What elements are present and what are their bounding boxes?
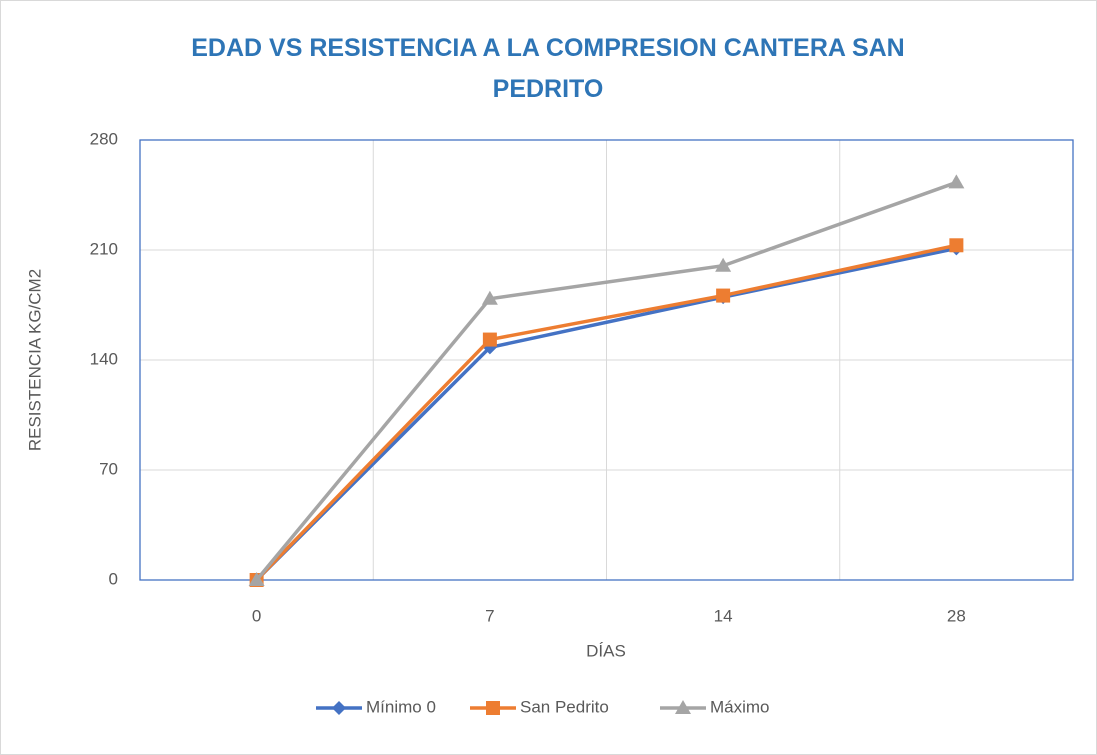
marker xyxy=(948,174,965,189)
x-tick-label: 7 xyxy=(485,606,494,625)
plot-border xyxy=(139,139,1074,581)
marker xyxy=(949,238,964,253)
chart-title: EDAD VS RESISTENCIA A LA COMPRESION CANT… xyxy=(191,34,905,103)
y-axis-label: RESISTENCIA KG/CM2 xyxy=(25,269,44,451)
series-line xyxy=(255,180,957,582)
marker xyxy=(248,572,265,586)
marker xyxy=(482,332,497,347)
y-tick-label: 210 xyxy=(90,239,118,258)
x-tick-label: 0 xyxy=(252,606,261,625)
y-tick-label: 280 xyxy=(90,129,118,148)
x-tick-label: 28 xyxy=(947,606,966,625)
legend-marker xyxy=(486,701,500,715)
x-tick-label: 14 xyxy=(714,606,733,625)
y-tick-label: 0 xyxy=(109,569,118,588)
series-line xyxy=(255,243,957,582)
legend-label: Máximo xyxy=(710,697,770,716)
legend-label: San Pedrito xyxy=(520,697,609,716)
legend-label: Mínimo 0 xyxy=(366,697,436,716)
y-tick-label: 140 xyxy=(90,349,118,368)
series-line xyxy=(255,246,957,582)
marker xyxy=(481,290,498,305)
legend-marker xyxy=(675,700,691,714)
x-axis-label: DÍAS xyxy=(586,641,626,660)
y-tick-label: 70 xyxy=(99,459,118,478)
marker xyxy=(715,257,732,272)
legend-marker xyxy=(332,701,346,715)
marker xyxy=(716,288,731,303)
